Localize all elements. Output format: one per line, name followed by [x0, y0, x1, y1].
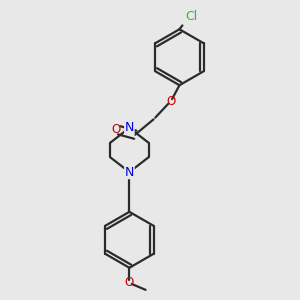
Text: N: N — [125, 166, 134, 178]
Text: Cl: Cl — [185, 11, 198, 23]
Text: O: O — [125, 276, 134, 289]
Text: N: N — [125, 122, 134, 134]
Text: O: O — [166, 95, 175, 108]
Text: O: O — [111, 123, 120, 136]
